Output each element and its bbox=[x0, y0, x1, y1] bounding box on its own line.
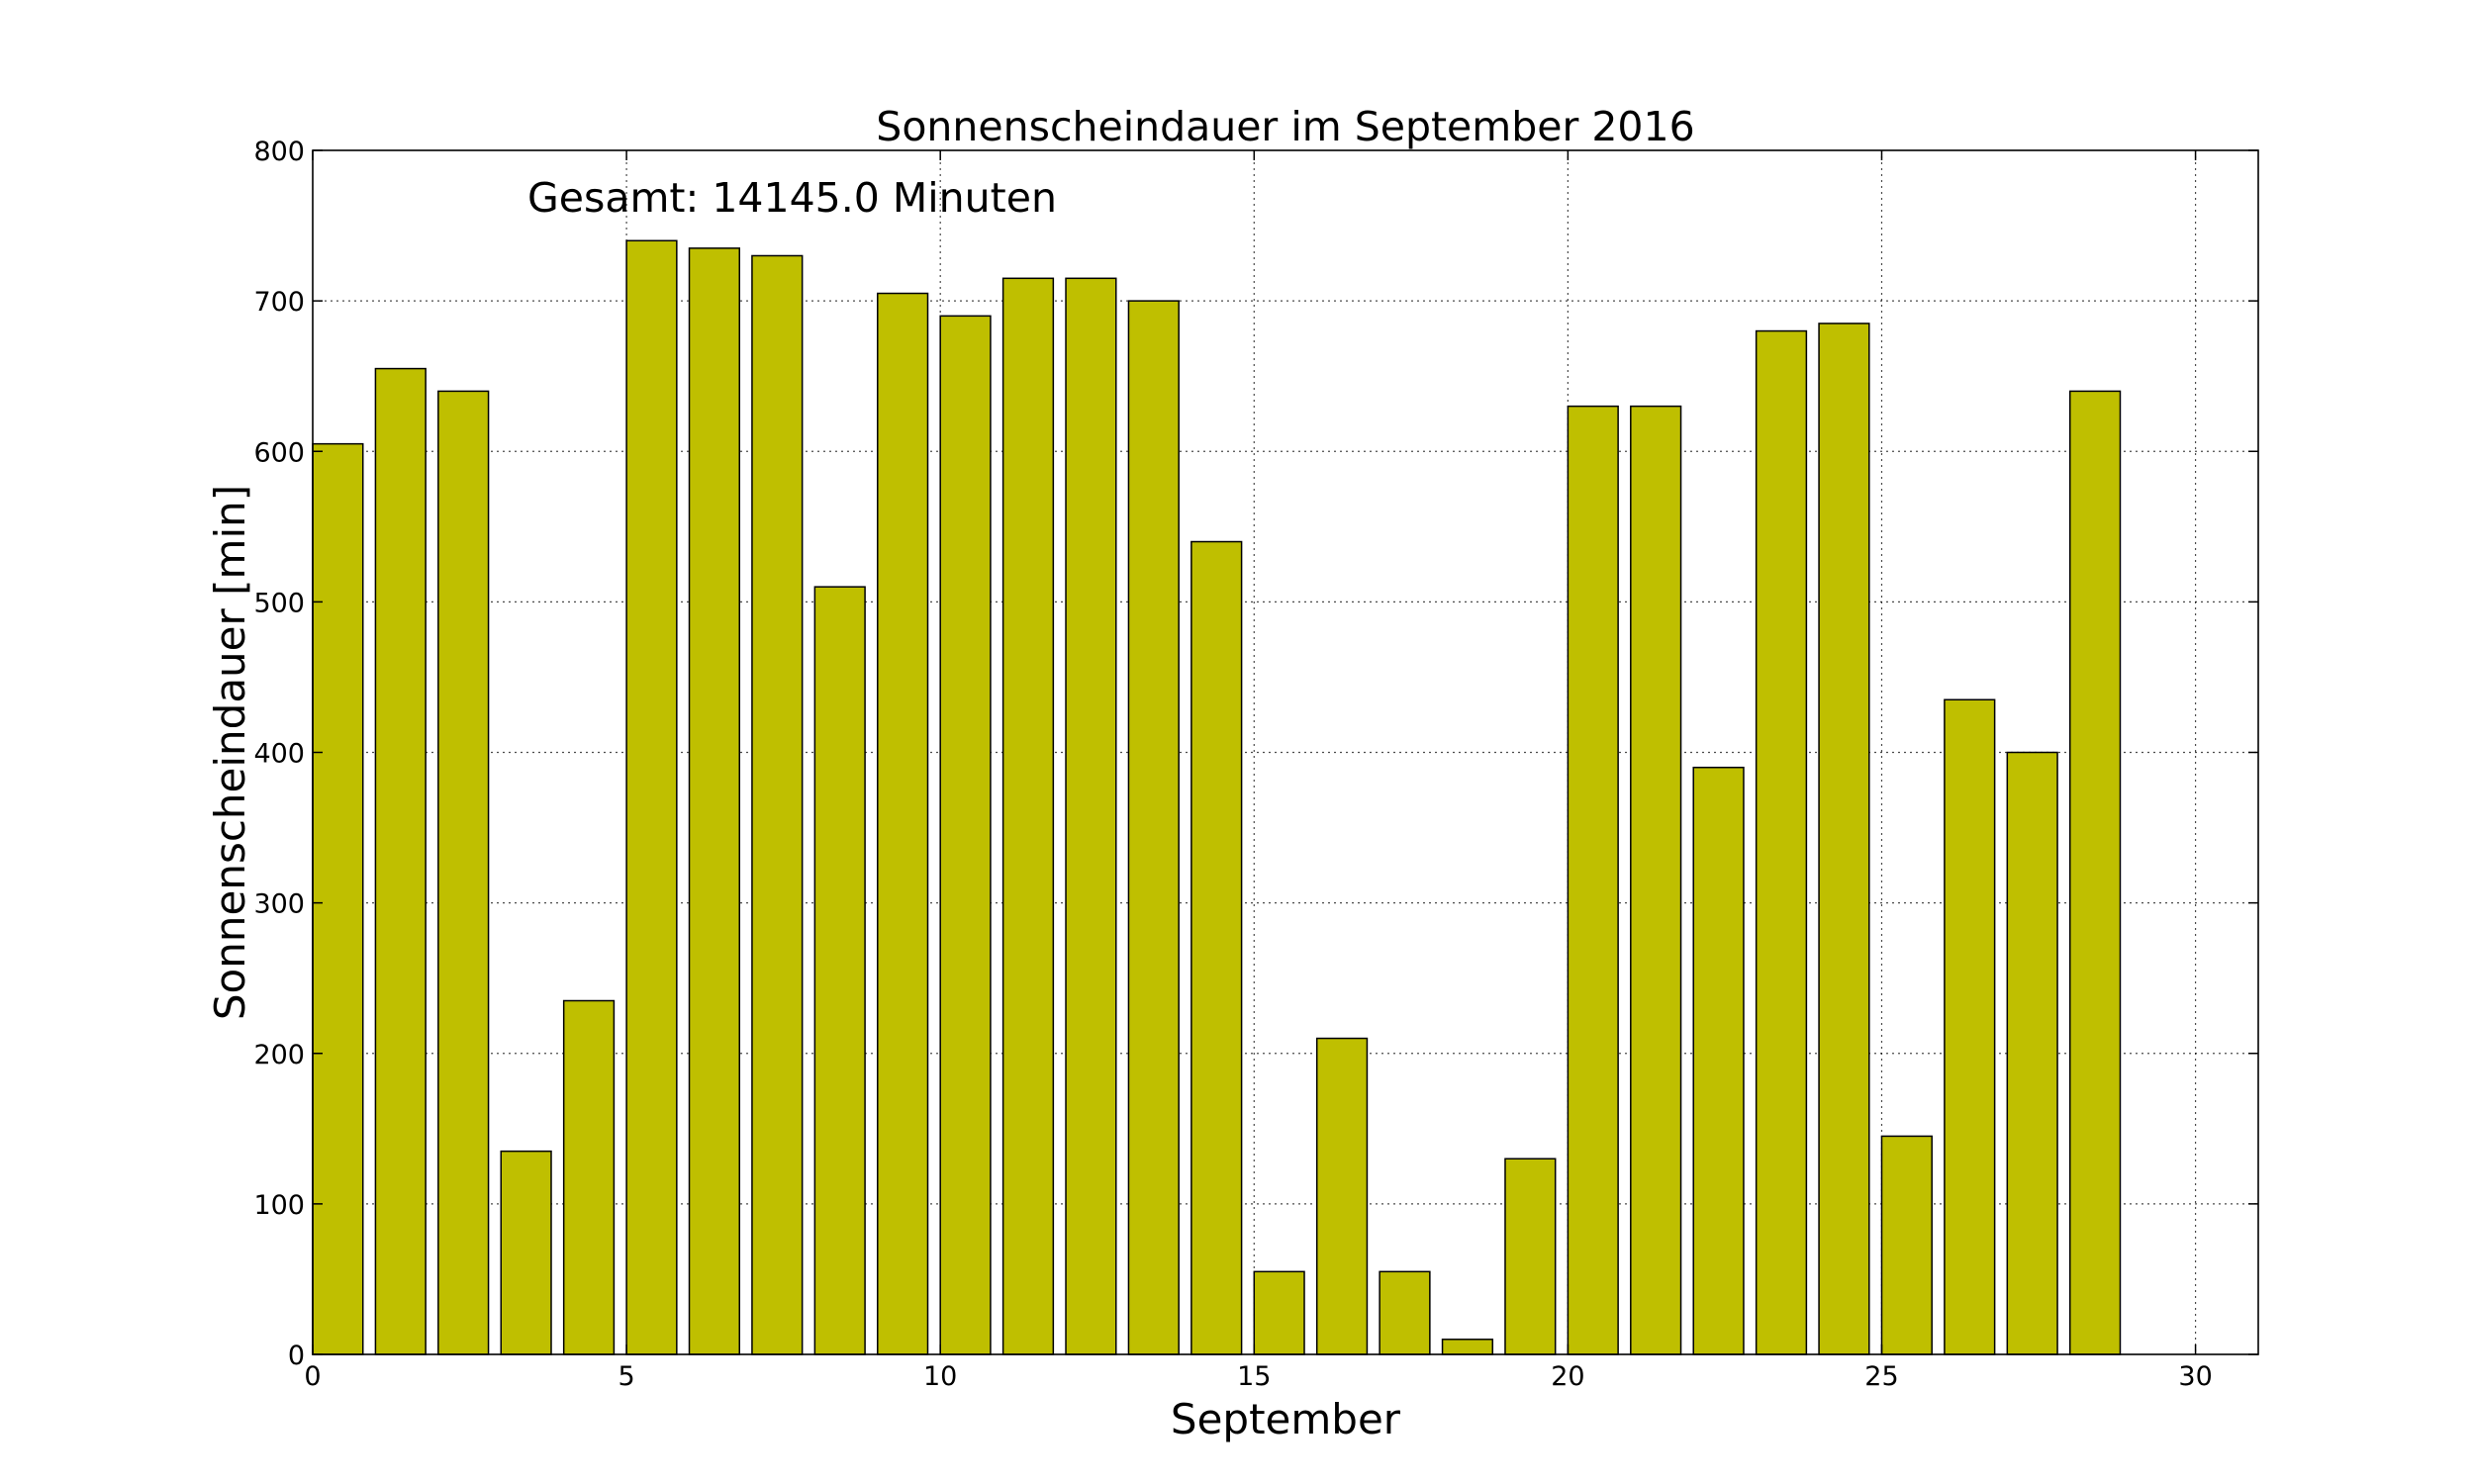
y-tick-label-200: 200 bbox=[253, 1040, 305, 1070]
bar-day-2 bbox=[437, 390, 490, 1355]
bar-day-6 bbox=[688, 247, 741, 1355]
y-tick-label-400: 400 bbox=[253, 739, 305, 770]
y-tick-label-300: 300 bbox=[253, 889, 305, 920]
bar-day-11 bbox=[1001, 277, 1055, 1355]
x-tick-label-30: 30 bbox=[2178, 1361, 2212, 1392]
x-axis-label: September bbox=[1171, 1395, 1401, 1443]
bar-day-10 bbox=[939, 315, 992, 1355]
bar-day-23 bbox=[1755, 329, 1808, 1355]
bar-day-22 bbox=[1692, 766, 1745, 1355]
y-tick-label-800: 800 bbox=[253, 137, 305, 167]
total-annotation: Gesamt: 14145.0 Minuten bbox=[527, 174, 1057, 222]
bar-day-17 bbox=[1379, 1270, 1431, 1355]
bar-day-19 bbox=[1504, 1158, 1557, 1355]
bar-day-8 bbox=[813, 586, 866, 1355]
bar-day-4 bbox=[562, 999, 616, 1355]
x-tick-label-15: 15 bbox=[1237, 1361, 1271, 1392]
chart-title: Sonnenscheindauer im September 2016 bbox=[876, 103, 1694, 150]
bar-day-12 bbox=[1065, 277, 1117, 1355]
bar-day-5 bbox=[625, 239, 678, 1355]
x-tick-label-0: 0 bbox=[304, 1361, 321, 1392]
bar-day-9 bbox=[877, 292, 929, 1355]
x-tick-label-10: 10 bbox=[923, 1361, 957, 1392]
bar-day-26 bbox=[1944, 698, 1996, 1355]
x-tick-label-20: 20 bbox=[1551, 1361, 1584, 1392]
bar-day-16 bbox=[1315, 1037, 1369, 1355]
bar-day-18 bbox=[1441, 1339, 1494, 1355]
y-tick-label-600: 600 bbox=[253, 437, 305, 468]
bar-day-25 bbox=[1880, 1135, 1933, 1355]
x-tick-label-5: 5 bbox=[618, 1361, 635, 1392]
bar-day-13 bbox=[1127, 300, 1180, 1355]
y-tick-label-700: 700 bbox=[253, 287, 305, 318]
x-tick-label-25: 25 bbox=[1864, 1361, 1898, 1392]
y-tick-label-100: 100 bbox=[253, 1190, 305, 1221]
bar-day-0 bbox=[312, 442, 364, 1355]
y-tick-label-0: 0 bbox=[288, 1341, 305, 1371]
bar-day-24 bbox=[1818, 323, 1870, 1355]
bars bbox=[312, 239, 2122, 1355]
bar-day-28 bbox=[2068, 390, 2122, 1355]
y-axis-label: Sonnenscheindauer [min] bbox=[206, 485, 254, 1020]
y-tick-label-500: 500 bbox=[253, 588, 305, 618]
bar-day-27 bbox=[2006, 751, 2058, 1355]
bar-day-21 bbox=[1630, 405, 1682, 1355]
bar-day-1 bbox=[374, 367, 427, 1355]
bar-day-7 bbox=[751, 254, 804, 1355]
bar-day-20 bbox=[1567, 405, 1619, 1355]
bar-day-14 bbox=[1190, 540, 1243, 1355]
bar-day-15 bbox=[1253, 1270, 1305, 1355]
bar-day-3 bbox=[500, 1150, 552, 1355]
